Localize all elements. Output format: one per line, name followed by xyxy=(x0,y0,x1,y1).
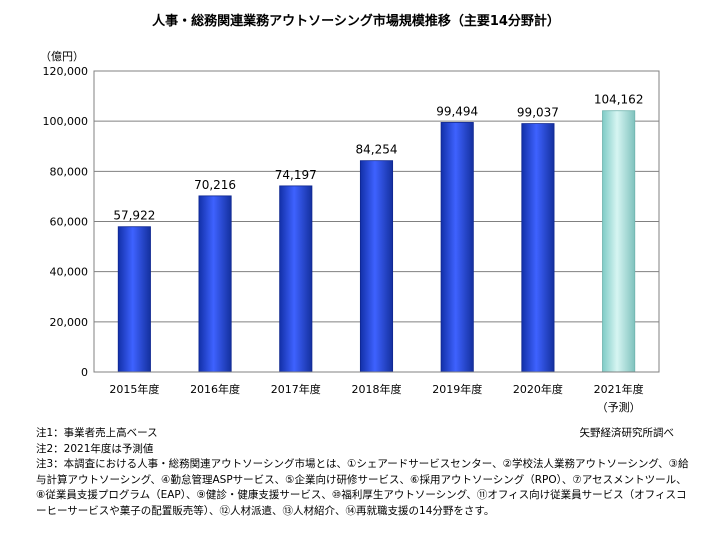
bar xyxy=(198,195,232,373)
x-tick-label: 2018年度 xyxy=(352,382,402,396)
value-label: 70,216 xyxy=(194,178,236,192)
value-label: 104,162 xyxy=(594,93,644,107)
x-tick-label: 2021年度 xyxy=(594,382,644,396)
plot-area-frame xyxy=(93,70,660,373)
value-label: 74,197 xyxy=(275,168,317,182)
chart-title: 人事・総務関連業務アウトソーシング市場規模推移（主要14分野計） xyxy=(152,13,560,29)
value-label: 99,494 xyxy=(436,104,478,118)
x-tick-label: 2016年度 xyxy=(190,382,240,396)
y-tick-label: 60,000 xyxy=(50,216,89,229)
value-label: 84,254 xyxy=(356,143,398,157)
note-1: 注1：事業者売上高ベース xyxy=(36,427,158,439)
value-label: 57,922 xyxy=(113,209,155,223)
bar xyxy=(279,185,313,373)
x-tick-label: 2020年度 xyxy=(513,382,563,396)
bar xyxy=(602,110,636,373)
y-tick-label: 0 xyxy=(81,366,88,379)
x-tick-label: 2017年度 xyxy=(271,382,321,396)
bars xyxy=(117,110,636,373)
bar xyxy=(117,226,151,373)
bar xyxy=(440,122,474,373)
y-tick-label: 100,000 xyxy=(43,115,89,128)
x-tick-note: （予測） xyxy=(597,400,641,414)
note-3: 注3：本調査における人事・総務関連アウトソーシング市場とは、①シェアードサービス… xyxy=(36,458,689,517)
note-2: 注2：2021年度は予測値 xyxy=(36,442,154,455)
y-axis-ticks: 0 20,000 40,000 60,000 80,000 100,000 120,000 xyxy=(43,65,89,379)
y-tick-label: 20,000 xyxy=(50,316,89,329)
y-axis-unit-label: （億円） xyxy=(40,50,84,63)
x-tick-label: 2019年度 xyxy=(432,382,482,396)
value-label: 99,037 xyxy=(517,106,559,120)
y-tick-label: 120,000 xyxy=(43,65,89,78)
y-tick-label: 80,000 xyxy=(50,165,89,178)
x-tick-label: 2015年度 xyxy=(109,382,159,396)
bar xyxy=(521,123,555,373)
x-axis-labels: 2015年度 2016年度 2017年度 2018年度 2019年度 2020年度 2021… xyxy=(109,382,643,414)
source-credit: 矢野経済研究所調べ xyxy=(579,427,675,439)
bar-chart: 人事・総務関連業務アウトソーシング市場規模推移（主要14分野計） （億円） 0 2… xyxy=(40,13,660,414)
y-tick-label: 40,000 xyxy=(50,266,89,279)
notes: 注1：事業者売上高ベース 注2：2021年度は予測値 注3：本調査における人事・… xyxy=(36,426,692,519)
bar xyxy=(359,160,394,373)
value-labels: 57,922 70,216 74,197 84,254 99,494 99,037 104,… xyxy=(113,93,643,223)
